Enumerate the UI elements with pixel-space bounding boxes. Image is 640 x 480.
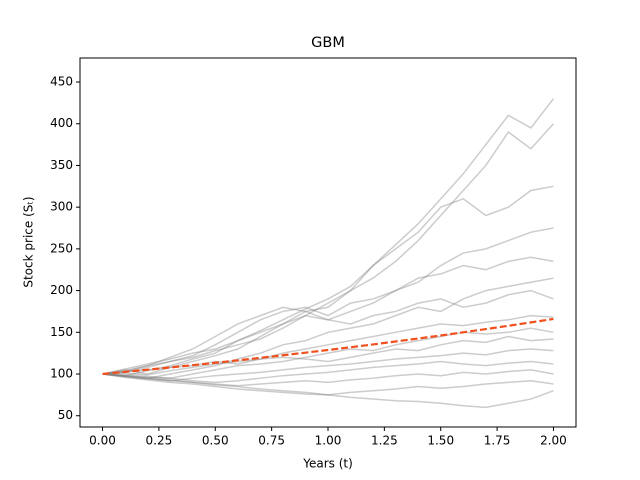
- price-path: [102, 185, 554, 377]
- x-axis-label: Years (t): [302, 457, 353, 471]
- y-tick-label: 350: [50, 158, 73, 172]
- y-tick-label: 400: [50, 116, 73, 130]
- y-tick-label: 50: [58, 408, 73, 422]
- x-tick-label: 0.50: [202, 434, 229, 448]
- x-tick-label: 0.00: [89, 434, 116, 448]
- y-tick-label: 100: [50, 367, 73, 381]
- expected-path: [102, 317, 554, 376]
- price-path: [102, 369, 554, 387]
- price-path: [102, 348, 554, 382]
- price-path: [102, 373, 554, 396]
- x-tick-label: 1.50: [427, 434, 454, 448]
- price-path: [102, 98, 555, 375]
- plot-area: [102, 98, 555, 409]
- price-path: [102, 327, 554, 379]
- price-path: [102, 277, 554, 379]
- price-path: [102, 123, 555, 375]
- chart-title: GBM: [311, 35, 345, 51]
- price-path: [102, 373, 554, 409]
- x-tick-label: 0.25: [146, 434, 173, 448]
- price-path: [102, 314, 554, 376]
- x-tick-label: 1.75: [484, 434, 511, 448]
- y-tick-label: 150: [50, 325, 73, 339]
- y-tick-label: 300: [50, 200, 73, 214]
- x-tick-label: 1.00: [315, 434, 342, 448]
- price-path: [102, 227, 554, 375]
- price-path: [102, 256, 554, 375]
- price-path: [102, 289, 554, 375]
- price-path: [102, 360, 554, 384]
- x-tick-label: 0.75: [258, 434, 285, 448]
- y-tick-label: 450: [50, 75, 73, 89]
- y-tick-label: 250: [50, 241, 73, 255]
- x-tick-label: 1.25: [371, 434, 398, 448]
- y-tick-label: 200: [50, 283, 73, 297]
- x-tick-label: 2.00: [540, 434, 567, 448]
- y-axis-label: Stock price (Sₜ): [22, 196, 36, 287]
